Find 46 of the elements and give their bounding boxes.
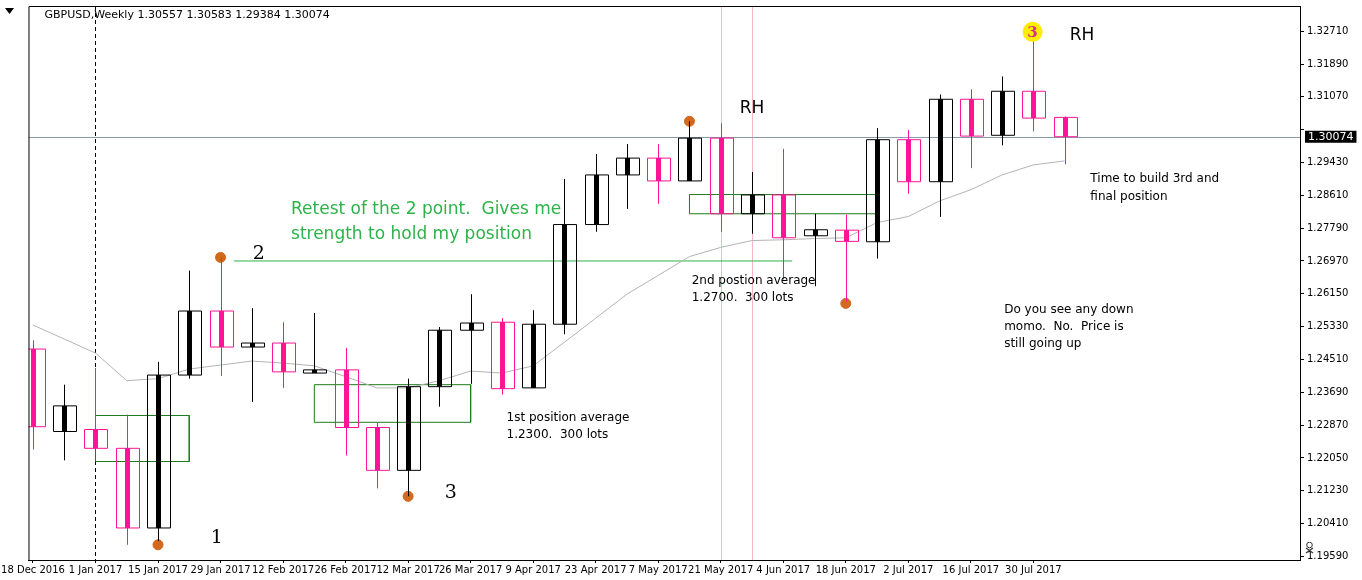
- annotation: Do you see any down momo. No. Price is still going up: [1004, 301, 1134, 351]
- y-tick-label: 1.20410: [1307, 517, 1349, 529]
- x-tick-label: 30 Jul 2017: [1005, 563, 1062, 575]
- annotation: 1: [210, 524, 223, 547]
- y-tick-label: 1.22050: [1307, 451, 1349, 463]
- y-tick-label: 1.21230: [1307, 484, 1349, 496]
- x-tick-label: 1 Jan 2017: [68, 563, 123, 575]
- y-tick-label: 1.22870: [1307, 418, 1349, 430]
- x-tick-label: 12 Mar 2017: [376, 563, 440, 575]
- x-tick-label: 18 Jun 2017: [815, 563, 876, 575]
- annotation: RH: [739, 97, 765, 118]
- ref-line-label: 1.30074: [1308, 129, 1354, 143]
- annotation: 1st position average 1.2300. 300 lots: [506, 409, 630, 442]
- y-tick-label: 1.32710: [1307, 24, 1349, 36]
- x-tick-label: 16 Jul 2017: [942, 563, 1000, 575]
- annotation: 2: [252, 241, 265, 264]
- x-tick-label: 26 Feb 2017: [314, 563, 377, 575]
- x-tick-label: 4 Jun 2017: [756, 563, 811, 575]
- x-tick-label: 9 Apr 2017: [505, 563, 561, 575]
- y-tick-label: 1.26970: [1307, 254, 1349, 266]
- annotation: 3: [444, 479, 457, 502]
- chart-title: GBPUSD,Weekly 1.30557 1.30583 1.29384 1.30074: [44, 8, 330, 22]
- x-tick-label: 18 Dec 2016: [1, 563, 65, 575]
- x-tick-label: 23 Apr 2017: [564, 563, 627, 575]
- x-tick-label: 21 May 2017: [688, 563, 754, 575]
- y-tick-label: 1.24510: [1307, 353, 1349, 365]
- y-tick-label: 1.31070: [1307, 90, 1349, 102]
- annotation: 3: [1027, 22, 1038, 41]
- x-tick-label: 29 Jan 2017: [190, 563, 251, 575]
- annotation: Retest of the 2 point. Gives me strength to hold my position: [291, 197, 562, 243]
- y-tick-label: 1.29430: [1307, 156, 1349, 168]
- y-tick-label: 1.19590: [1307, 549, 1349, 561]
- x-tick-label: 7 May 2017: [628, 563, 688, 575]
- annotation: RH: [1069, 23, 1095, 44]
- y-tick-label: 1.23690: [1307, 385, 1349, 397]
- y-tick-label: 1.25330: [1307, 320, 1349, 332]
- y-tick-label: 1.31890: [1307, 57, 1349, 69]
- annotation: Time to build 3rd and final position: [1089, 171, 1220, 203]
- y-tick-label: 1.27790: [1307, 221, 1349, 233]
- y-tick-label: 1.28610: [1307, 188, 1349, 200]
- x-tick-label: 26 Mar 2017: [438, 563, 503, 575]
- y-tick-label: 1.26150: [1307, 287, 1349, 299]
- annotation: 2nd postion average 1.2700. 300 lots: [691, 272, 816, 305]
- x-tick-label: 12 Feb 2017: [251, 563, 315, 575]
- x-tick-label: 15 Jan 2017: [128, 563, 188, 575]
- x-tick-label: 2 Jul 2017: [883, 563, 934, 575]
